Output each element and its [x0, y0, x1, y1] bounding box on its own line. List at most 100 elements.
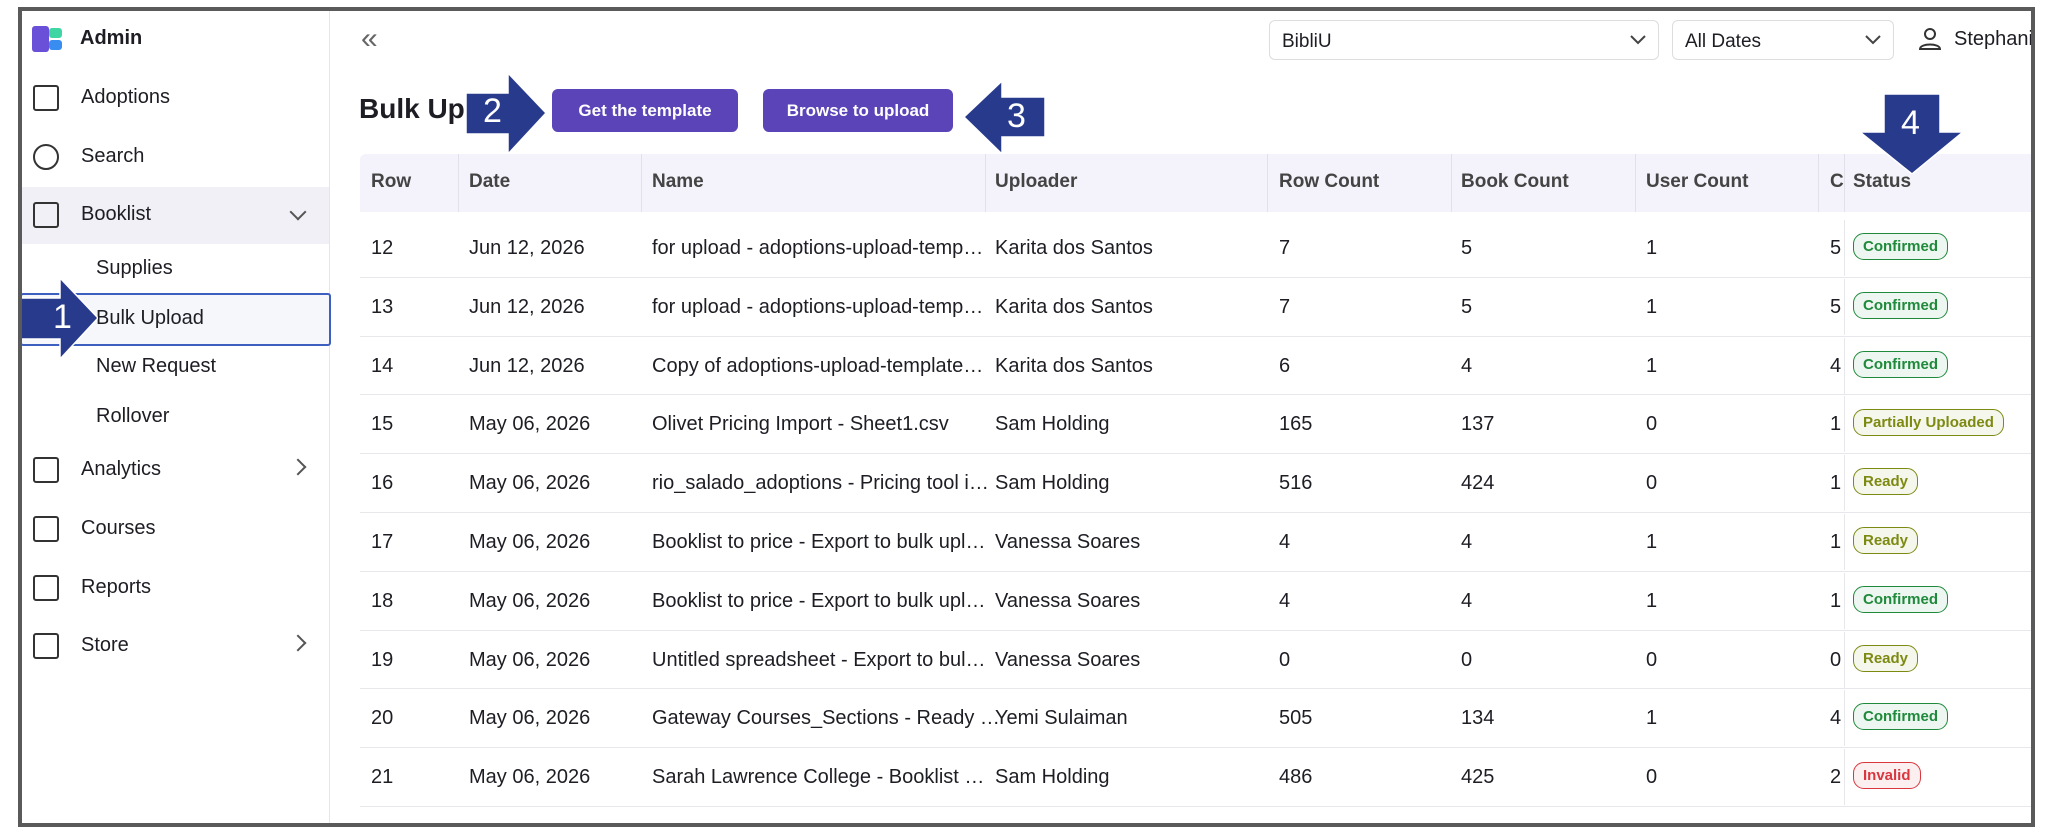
table-cell: Copy of adoptions-upload-template…: [652, 354, 984, 377]
table-cell: 0: [1830, 648, 1842, 671]
nav-item[interactable]: New Request: [96, 355, 217, 377]
table-cell: 1: [1830, 589, 1842, 612]
template-button[interactable]: Get the template: [552, 89, 738, 132]
table-cell: May 06, 2026: [469, 589, 591, 612]
status-cell: [1844, 514, 2031, 570]
table-row: [360, 395, 2031, 455]
column-header: Book Count: [1461, 171, 1569, 192]
column-divider: [1635, 154, 1636, 212]
table-cell: Untitled spreadsheet - Export to bul…: [652, 648, 986, 671]
table-cell: Sarah Lawrence College - Booklist …: [652, 766, 985, 789]
table-cell: 0: [1646, 766, 1658, 789]
chevron: [1630, 35, 1646, 45]
column-header: Row: [371, 171, 412, 192]
table-cell: 0: [1646, 648, 1658, 671]
table-cell: Olivet Pricing Import - Sheet1.csv: [652, 413, 949, 436]
table-cell: Karita dos Santos: [995, 237, 1153, 259]
status-cell: [1844, 631, 2031, 688]
table-cell: 0: [1646, 472, 1658, 495]
table-cell: 16: [371, 472, 394, 495]
table-cell: 20: [371, 707, 394, 730]
table-cell: 15: [371, 413, 394, 436]
table-cell: Jun 12, 2026: [469, 354, 585, 377]
table-cell: 1: [1646, 589, 1658, 612]
nav-item[interactable]: Adoptions: [81, 86, 170, 108]
table-cell: 2: [1830, 766, 1842, 789]
brand: Admin: [80, 27, 143, 49]
status-cell: [1844, 278, 2031, 335]
table-cell: Booklist to price - Export to bulk upl…: [652, 589, 986, 612]
table-cell: May 06, 2026: [469, 766, 591, 789]
nav-icon: [33, 633, 59, 659]
collapse-button[interactable]: «: [361, 22, 378, 55]
table-cell: 1: [1646, 237, 1658, 259]
table-cell: 17: [371, 531, 394, 553]
status-badge: Confirmed: [1853, 703, 1948, 731]
annotation-number: 3: [1007, 97, 1026, 135]
table-cell: 1: [1830, 531, 1842, 553]
table-cell: 6: [1279, 354, 1291, 377]
nav-item[interactable]: Rollover: [96, 405, 170, 427]
column-divider: [985, 154, 986, 212]
table-cell: 5: [1461, 295, 1473, 318]
table-cell: Jun 12, 2026: [469, 295, 585, 318]
nav-item[interactable]: Store: [81, 634, 129, 656]
table-cell: 18: [371, 589, 394, 612]
table-cell: Jun 12, 2026: [469, 237, 585, 259]
nav-icon: [33, 457, 59, 483]
status-cell: [1844, 337, 2031, 394]
nav-item[interactable]: Supplies: [96, 257, 173, 279]
table-cell: 4: [1461, 531, 1473, 553]
table-cell: for upload - adoptions-upload-temp…: [652, 295, 984, 318]
nav-item[interactable]: Reports: [81, 576, 152, 598]
table-cell: 12: [371, 237, 394, 259]
nav-item[interactable]: Bulk Upload: [96, 307, 204, 329]
annotation-arrow: 4: [1857, 93, 1966, 175]
status-badge: Ready: [1853, 527, 1919, 554]
table-cell: 1: [1830, 472, 1842, 495]
user-icon: [1918, 28, 1942, 50]
table-cell: 0: [1279, 648, 1291, 671]
active-group: [20, 187, 329, 244]
arrow-shape: [1857, 93, 1966, 175]
table-cell: 505: [1279, 707, 1313, 730]
status-cell: [1844, 455, 2031, 512]
nav-item[interactable]: Booklist: [81, 203, 152, 225]
table-cell: 4: [1279, 589, 1291, 612]
table-cell: Sam Holding: [995, 472, 1110, 495]
table-cell: 13: [371, 295, 394, 318]
status-badge: Confirmed: [1853, 291, 1948, 319]
user-name[interactable]: Stephani: [1954, 28, 2033, 50]
table-cell: Yemi Sulaiman: [995, 707, 1128, 730]
column-header: Row Count: [1279, 171, 1380, 192]
upload-button[interactable]: Browse to upload: [763, 89, 953, 132]
nav-item[interactable]: Search: [81, 145, 145, 167]
table-cell: 0: [1646, 413, 1658, 436]
arrow-shape: [465, 71, 548, 156]
table-cell: 5: [1830, 295, 1842, 318]
table-cell: Vanessa Soares: [995, 589, 1141, 612]
org-select[interactable]: BibliU: [1269, 20, 1659, 60]
table-row: [360, 219, 2031, 278]
column-divider: [1451, 154, 1452, 212]
date-select[interactable]: All Dates: [1672, 20, 1894, 60]
nav-item[interactable]: Courses: [81, 517, 156, 539]
table-cell: 1: [1646, 707, 1658, 730]
nav-item[interactable]: Analytics: [81, 458, 162, 480]
table-cell: May 06, 2026: [469, 648, 591, 671]
table-cell: 1: [1646, 295, 1658, 318]
column-header: Name: [652, 171, 704, 192]
status-badge: Invalid: [1853, 762, 1921, 790]
sidebar: [20, 9, 330, 823]
table-cell: 137: [1461, 413, 1495, 436]
table-row: [360, 572, 2031, 631]
table-cell: Karita dos Santos: [995, 354, 1153, 377]
nav-icon: [33, 516, 59, 542]
table-row: [360, 454, 2031, 513]
table-cell: for upload - adoptions-upload-temp…: [652, 237, 984, 259]
chevron: [1865, 35, 1881, 45]
table-cell: 516: [1279, 472, 1313, 495]
table-cell: 4: [1830, 354, 1842, 377]
column-header: Uploader: [995, 171, 1078, 192]
table-cell: 4: [1830, 707, 1842, 730]
